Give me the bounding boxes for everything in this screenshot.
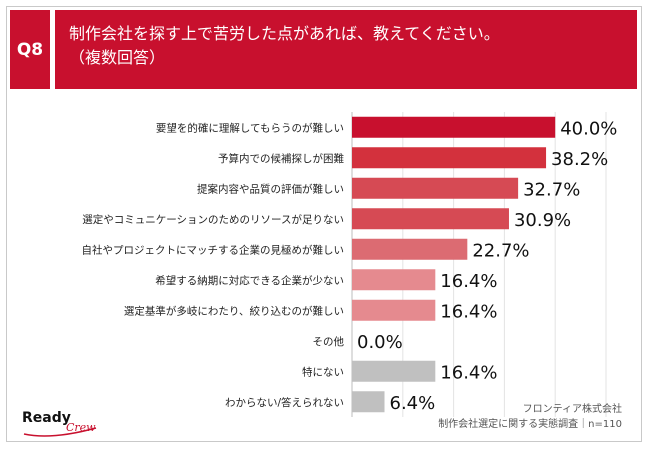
question-number-label: Q8 bbox=[16, 39, 44, 60]
category-label: 選定基準が多岐にわたり、絞り込むのが難しい bbox=[124, 304, 344, 317]
source-survey: 制作会社選定に関する実態調査｜n=110 bbox=[438, 419, 622, 430]
bar bbox=[352, 269, 436, 291]
category-label: 特にない bbox=[302, 366, 344, 378]
chart-title: 制作会社を探す上で苦労した点があれば、教えてください。 bbox=[69, 24, 500, 43]
bar bbox=[352, 238, 468, 260]
bar bbox=[352, 177, 519, 199]
category-label: 予算内での候補探しが困難 bbox=[218, 152, 344, 165]
category-label: わからない/答えられない bbox=[225, 396, 344, 409]
bar bbox=[352, 299, 436, 321]
category-label: 選定やコミュニケーションのためのリソースが足りない bbox=[82, 213, 344, 226]
data-label: 22.7% bbox=[472, 240, 529, 261]
category-label: 提案内容や品質の評価が難しい bbox=[197, 182, 344, 195]
category-label: その他 bbox=[313, 335, 345, 348]
category-label: 自社やプロジェクトにマッチする企業の見極めが難しい bbox=[82, 243, 345, 256]
data-label: 16.4% bbox=[440, 362, 497, 383]
source-note: フロンティア株式会社 制作会社選定に関する実態調査｜n=110 bbox=[438, 402, 622, 432]
bar bbox=[352, 360, 436, 382]
bar bbox=[352, 116, 556, 138]
data-label: 16.4% bbox=[440, 271, 497, 292]
bar bbox=[352, 391, 385, 413]
logo-swoosh-icon bbox=[23, 427, 97, 437]
data-label: 38.2% bbox=[551, 149, 608, 170]
category-label: 希望する納期に対応できる企業が少ない bbox=[155, 274, 344, 287]
bar bbox=[352, 147, 547, 169]
data-label: 30.9% bbox=[514, 210, 571, 231]
bar bbox=[352, 208, 509, 230]
source-company: フロンティア株式会社 bbox=[522, 404, 622, 415]
title-box: 制作会社を探す上で苦労した点があれば、教えてください。 （複数回答） bbox=[55, 10, 637, 89]
data-label: 6.4% bbox=[390, 393, 436, 414]
question-number: Q8 bbox=[10, 10, 50, 89]
data-label: 16.4% bbox=[440, 301, 497, 322]
logo-ready-text: Ready bbox=[22, 410, 71, 426]
data-label: 0.0% bbox=[357, 332, 403, 353]
data-label: 40.0% bbox=[560, 118, 617, 139]
data-label: 32.7% bbox=[523, 179, 580, 200]
category-label: 要望を的確に理解してもらうのが難しい bbox=[156, 121, 344, 134]
readycrew-logo: Ready Crew bbox=[22, 410, 100, 438]
chart-subtitle: （複数回答） bbox=[69, 48, 166, 67]
